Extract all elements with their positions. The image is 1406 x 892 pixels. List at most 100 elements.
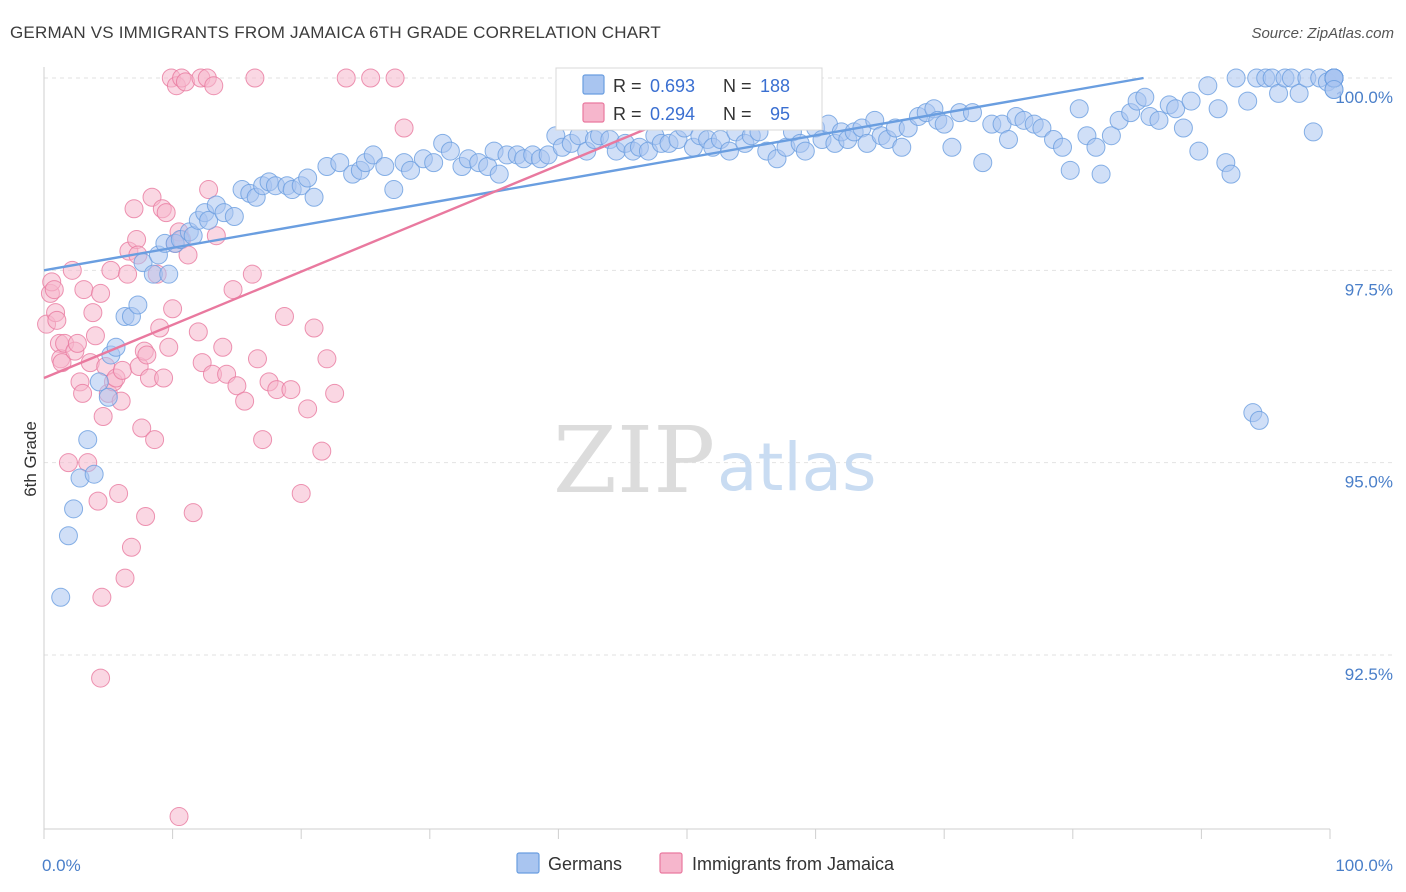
y-axis-label: 6th Grade xyxy=(21,421,40,497)
legend-swatch-jamaica xyxy=(659,852,683,874)
point-germans-152 xyxy=(1221,164,1241,184)
point-jamaica-68 xyxy=(235,391,255,411)
point-germans-135 xyxy=(1086,137,1106,157)
point-germans-98 xyxy=(795,141,815,161)
point-germans-137 xyxy=(1101,126,1121,146)
point-germans-17 xyxy=(159,264,179,284)
stats-r-value-germans: 0.693 xyxy=(650,76,695,96)
point-jamaica-59 xyxy=(188,322,208,342)
point-germans-5 xyxy=(84,464,104,484)
point-germans-133 xyxy=(1069,99,1089,119)
point-jamaica-23 xyxy=(93,407,113,427)
point-jamaica-16 xyxy=(74,280,94,300)
point-germans-12 xyxy=(128,295,148,315)
point-jamaica-76 xyxy=(291,483,311,503)
point-germans-122 xyxy=(973,153,993,173)
point-jamaica-35 xyxy=(121,537,141,557)
point-jamaica-52 xyxy=(159,337,179,357)
point-germans-129 xyxy=(1032,118,1052,138)
point-jamaica-79 xyxy=(312,441,332,461)
trend-line-germans xyxy=(43,76,1144,272)
stats-n-label-jamaica: N = xyxy=(723,104,752,124)
point-germans-1 xyxy=(58,526,78,546)
chart-title: GERMAN VS IMMIGRANTS FROM JAMAICA 6TH GR… xyxy=(10,23,661,42)
point-germans-27 xyxy=(224,206,244,226)
point-jamaica-46 xyxy=(145,430,165,450)
point-jamaica-36 xyxy=(124,199,144,219)
point-jamaica-70 xyxy=(247,349,267,369)
y-tick-label-0: 100.0% xyxy=(1335,88,1393,107)
point-germans-188 xyxy=(1324,80,1344,100)
point-jamaica-26 xyxy=(101,260,121,280)
point-jamaica-20 xyxy=(85,326,105,346)
stats-r-value-jamaica: 0.294 xyxy=(650,104,695,124)
point-jamaica-77 xyxy=(298,399,318,419)
point-jamaica-69 xyxy=(242,264,262,284)
point-germans-149 xyxy=(1198,76,1218,96)
point-jamaica-51 xyxy=(156,203,176,223)
point-jamaica-21 xyxy=(88,491,108,511)
y-tick-labels: 100.0% 97.5% 95.0% 92.5% xyxy=(1335,88,1393,684)
point-jamaica-96 xyxy=(92,587,112,607)
stats-r-label-jamaica: R = xyxy=(613,104,642,124)
point-jamaica-3 xyxy=(44,280,64,300)
point-germans-4 xyxy=(78,430,98,450)
stats-swatch-jamaica xyxy=(582,102,605,123)
x-tick-label-min: 0.0% xyxy=(42,856,81,875)
point-germans-143 xyxy=(1149,110,1169,130)
point-germans-2 xyxy=(64,499,84,519)
point-jamaica-66 xyxy=(223,280,243,300)
point-jamaica-92 xyxy=(204,76,224,96)
point-jamaica-13 xyxy=(67,333,87,353)
point-germans-44 xyxy=(363,145,383,165)
point-jamaica-81 xyxy=(325,383,345,403)
point-germans-112 xyxy=(892,137,912,157)
point-germans-147 xyxy=(1181,91,1201,111)
stats-n-value-germans: 188 xyxy=(760,76,790,96)
point-jamaica-40 xyxy=(132,418,152,438)
point-germans-48 xyxy=(401,160,421,180)
point-germans-50 xyxy=(424,153,444,173)
point-jamaica-93 xyxy=(245,68,265,88)
x-tick-marks xyxy=(43,829,1331,839)
trend-lines xyxy=(43,76,1144,380)
x-tick-label-max: 100.0% xyxy=(1335,856,1393,875)
y-tick-label-1: 97.5% xyxy=(1345,280,1393,299)
gridlines xyxy=(44,77,1392,656)
point-jamaica-5 xyxy=(47,310,67,330)
watermark: ZIP atlas xyxy=(553,407,877,514)
point-jamaica-32 xyxy=(115,568,135,588)
point-jamaica-78 xyxy=(304,318,324,338)
watermark-zip: ZIP xyxy=(553,407,715,514)
point-germans-190 xyxy=(1249,410,1269,430)
point-germans-40 xyxy=(330,153,350,173)
point-germans-141 xyxy=(1135,87,1155,107)
watermark-atlas: atlas xyxy=(717,429,877,506)
stats-n-value-jamaica: 95 xyxy=(770,104,790,124)
point-germans-37 xyxy=(298,168,318,188)
point-jamaica-80 xyxy=(317,349,337,369)
point-germans-163 xyxy=(1303,122,1323,142)
series-germans-points xyxy=(51,68,1344,607)
point-jamaica-94 xyxy=(91,668,111,688)
legend-label-germans: Germans xyxy=(548,854,622,874)
point-jamaica-61 xyxy=(199,180,219,200)
y-tick-label-2: 95.0% xyxy=(1345,473,1393,492)
chart-source: Source: ZipAtlas.com xyxy=(1251,25,1394,42)
point-germans-52 xyxy=(440,141,460,161)
stats-swatch-germans xyxy=(582,74,605,95)
point-jamaica-19 xyxy=(83,303,103,323)
stats-box: R = 0.693 N = 188 R = 0.294 N = 95 xyxy=(555,67,823,131)
point-germans-125 xyxy=(999,130,1018,150)
point-jamaica-85 xyxy=(394,118,414,138)
point-germans-161 xyxy=(1289,83,1309,103)
point-germans-0 xyxy=(51,587,71,607)
point-germans-118 xyxy=(934,114,954,134)
point-jamaica-33 xyxy=(118,264,138,284)
point-germans-24 xyxy=(199,210,219,230)
point-jamaica-64 xyxy=(213,337,233,357)
point-germans-132 xyxy=(1060,160,1080,180)
point-jamaica-74 xyxy=(274,306,294,326)
point-germans-38 xyxy=(304,187,324,207)
